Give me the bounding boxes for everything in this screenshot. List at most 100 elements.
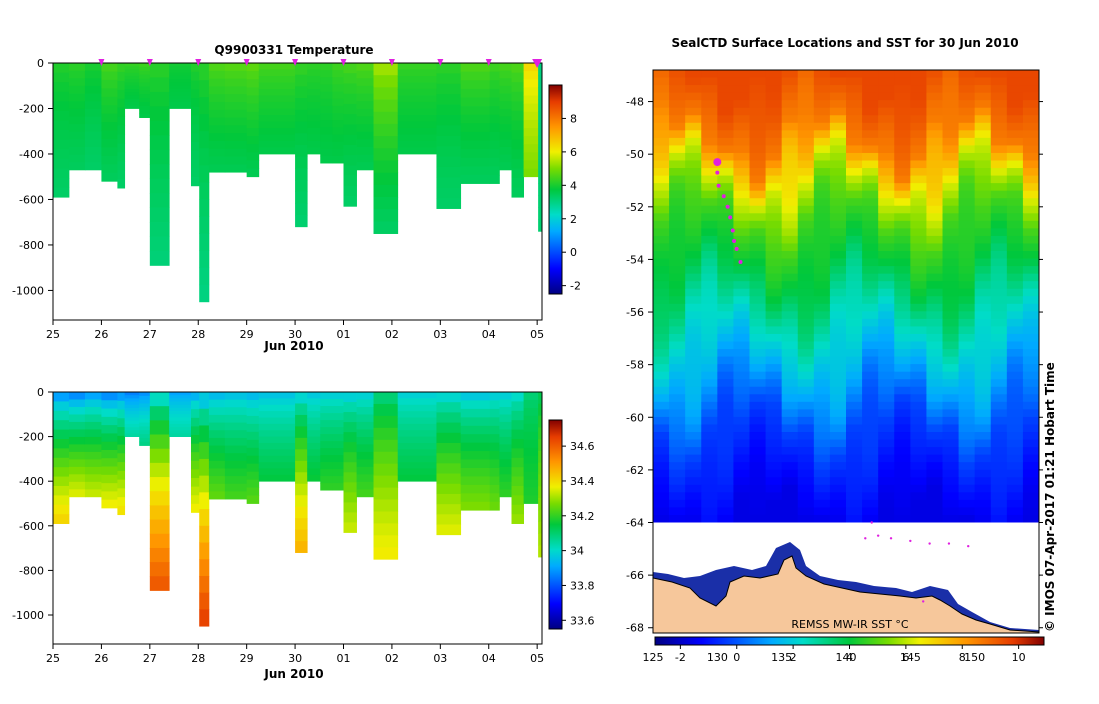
heatmap-cell xyxy=(397,101,437,109)
heatmap-cell xyxy=(397,468,437,476)
sst-cell xyxy=(781,122,799,131)
sst-cell xyxy=(765,409,783,418)
heatmap-cell xyxy=(332,392,344,400)
sst-cell xyxy=(765,484,783,493)
sst-cell xyxy=(990,168,1008,177)
sst-cell xyxy=(990,409,1008,418)
heatmap-cell xyxy=(101,105,118,115)
heatmap-cell xyxy=(523,392,539,401)
sst-cell xyxy=(797,273,815,282)
sst-cell xyxy=(717,152,734,162)
sst-cell xyxy=(910,349,927,358)
heatmap-cell xyxy=(258,95,296,103)
salinity-plot-frame xyxy=(52,391,543,645)
sst-cell xyxy=(862,409,879,418)
heatmap-cell xyxy=(169,433,192,438)
heatmap-cell xyxy=(343,472,357,483)
sst-cell xyxy=(781,85,799,94)
heatmap-cell xyxy=(53,101,70,112)
sst-cell xyxy=(990,514,1008,524)
heatmap-cell xyxy=(139,109,151,115)
sst-cell xyxy=(701,205,718,214)
sst-cell xyxy=(958,92,976,101)
heatmap-cell xyxy=(397,69,437,77)
heatmap-cell xyxy=(84,481,102,490)
sst-cell xyxy=(910,251,927,260)
heatmap-cell xyxy=(208,140,226,150)
heatmap-cell xyxy=(149,120,170,136)
heatmap-cell xyxy=(356,116,374,125)
heatmap-cell xyxy=(295,179,308,193)
heatmap-cell xyxy=(258,114,296,122)
heatmap-cell xyxy=(149,250,170,266)
sst-cell xyxy=(910,92,927,101)
heatmap-cell xyxy=(436,442,462,454)
heatmap-cell xyxy=(246,487,260,496)
heatmap-cell xyxy=(307,63,321,70)
sst-cell xyxy=(829,424,847,433)
sst-cell xyxy=(701,454,718,463)
sst-cell xyxy=(653,175,670,184)
heatmap-cell xyxy=(489,140,500,150)
sst-cell xyxy=(797,251,815,260)
sst-cell xyxy=(894,122,911,131)
sst-cell xyxy=(717,439,734,448)
sst-cell xyxy=(701,462,718,471)
sst-cell xyxy=(701,100,718,109)
sst-cell xyxy=(781,235,799,244)
sst-cell xyxy=(1006,281,1024,290)
heatmap-cell xyxy=(499,444,512,453)
sst-cell xyxy=(749,137,767,146)
sst-cell xyxy=(1022,507,1039,516)
sst-cell xyxy=(653,394,670,403)
heatmap-cell xyxy=(101,425,118,434)
sst-cell xyxy=(765,386,783,395)
heatmap-cell xyxy=(84,429,102,438)
sst-cell xyxy=(942,424,960,433)
heatmap-cell xyxy=(511,130,525,141)
sst-cell xyxy=(958,318,976,327)
sst-cell xyxy=(749,77,767,86)
heatmap-cell xyxy=(53,158,70,169)
sst-cell xyxy=(974,243,992,252)
sst-cell xyxy=(894,160,911,169)
heatmap-cell xyxy=(124,414,140,418)
heatmap-cell xyxy=(139,90,151,95)
sst-cell xyxy=(1006,115,1024,124)
heatmap-cell xyxy=(356,444,374,453)
heatmap-cell xyxy=(332,427,344,435)
sst-cell xyxy=(701,85,718,94)
heatmap-cell xyxy=(320,427,333,435)
sst-cell xyxy=(701,499,718,508)
sst-cell xyxy=(926,205,943,214)
sst-cell xyxy=(894,454,911,463)
heatmap-cell xyxy=(68,78,86,87)
heatmap-cell xyxy=(295,133,308,146)
sst-cell xyxy=(781,92,799,101)
sst-cell xyxy=(701,432,718,441)
sst-cell xyxy=(653,492,670,501)
heatmap-cell xyxy=(68,459,86,468)
sst-cell xyxy=(878,416,895,425)
heatmap-cell xyxy=(84,116,102,125)
sst-cell xyxy=(797,341,815,350)
sst-cell xyxy=(797,183,815,192)
heatmap-cell xyxy=(208,430,226,439)
heatmap-cell xyxy=(332,91,344,100)
heatmap-cell xyxy=(397,436,437,444)
sst-cell xyxy=(765,190,783,199)
sst-cell xyxy=(685,499,702,508)
sst-cell xyxy=(765,160,783,169)
sst-cell xyxy=(669,401,686,410)
temperature-title: Q9900331 Temperature xyxy=(214,43,373,57)
sst-cell xyxy=(669,152,686,162)
sst-cell xyxy=(990,273,1008,282)
heatmap-cell xyxy=(246,415,260,425)
sst-cell xyxy=(974,424,992,433)
sst-cell xyxy=(846,303,863,312)
sst-cell xyxy=(990,107,1008,116)
x-tick-label: 28 xyxy=(191,328,205,341)
sst-cell xyxy=(733,220,750,229)
ice-track-point xyxy=(928,542,931,545)
heatmap-cell xyxy=(523,127,539,137)
